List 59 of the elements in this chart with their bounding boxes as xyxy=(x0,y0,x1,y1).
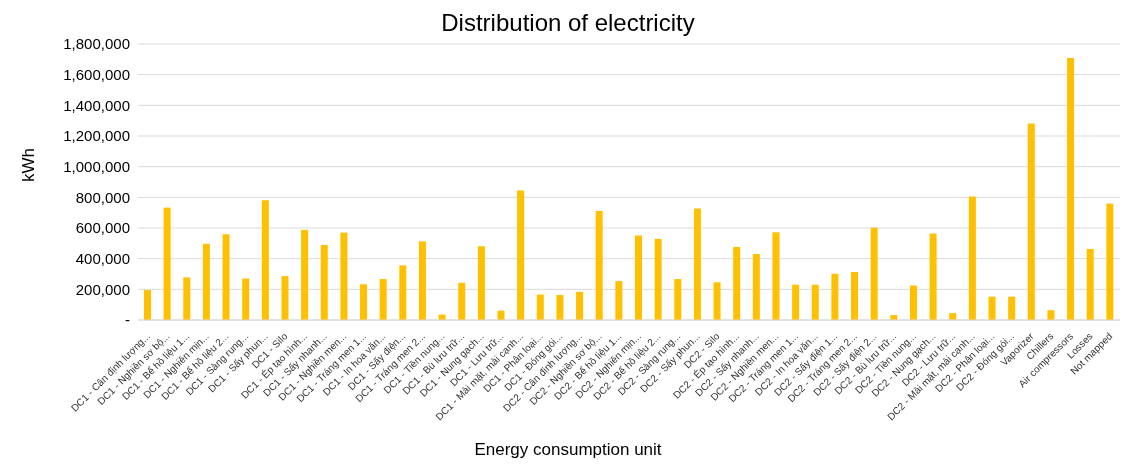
y-tick-label: 1,200,000 xyxy=(63,127,130,145)
bar xyxy=(811,284,819,320)
y-tick-label: 200,000 xyxy=(75,280,130,298)
bar xyxy=(1047,310,1055,320)
bar xyxy=(517,190,525,320)
bar xyxy=(870,227,878,320)
y-axis-title: kWh xyxy=(19,148,39,182)
bar xyxy=(792,284,800,320)
bar xyxy=(360,284,368,320)
bar xyxy=(144,290,151,320)
bar xyxy=(1086,249,1094,320)
bar xyxy=(595,210,603,320)
bar xyxy=(183,277,191,320)
bar xyxy=(654,238,662,320)
y-tick-label: 1,400,000 xyxy=(63,96,130,114)
y-tick-label: 1,800,000 xyxy=(63,35,130,53)
y-tick-label: 400,000 xyxy=(75,249,130,267)
bar xyxy=(713,282,721,320)
bar xyxy=(831,273,839,320)
bar xyxy=(615,281,623,320)
bar xyxy=(1027,123,1035,320)
bar xyxy=(163,207,171,320)
bar xyxy=(851,272,859,320)
bar xyxy=(1106,203,1114,320)
bar xyxy=(202,243,210,320)
y-tick-label: 1,000,000 xyxy=(63,157,130,175)
bar xyxy=(1008,296,1016,320)
bar xyxy=(281,276,289,320)
bar xyxy=(418,241,426,320)
y-tick-label: - xyxy=(125,311,130,329)
bar xyxy=(556,295,564,320)
bar xyxy=(340,232,348,320)
bar xyxy=(536,294,544,320)
chart-title: Distribution of electricity xyxy=(441,9,695,36)
x-axis-title: Energy consumption unit xyxy=(473,439,663,461)
bar xyxy=(988,296,996,320)
bar xyxy=(929,233,937,320)
bar xyxy=(693,208,701,320)
bar xyxy=(477,246,485,320)
bar xyxy=(242,278,250,320)
bar xyxy=(301,229,309,320)
bar xyxy=(772,232,780,320)
bar xyxy=(752,254,760,320)
bar xyxy=(968,196,976,320)
bar xyxy=(1067,57,1075,320)
bar xyxy=(909,285,917,320)
bar xyxy=(635,235,642,320)
bar xyxy=(379,279,387,320)
bar xyxy=(320,245,328,320)
bar xyxy=(733,247,741,320)
bar xyxy=(261,200,269,320)
bar xyxy=(458,282,466,320)
y-tick-label: 600,000 xyxy=(75,219,130,237)
bar xyxy=(399,265,407,320)
y-tick-label: 1,600,000 xyxy=(63,65,130,83)
bar xyxy=(674,279,682,320)
y-tick-label: 800,000 xyxy=(75,188,130,206)
bar xyxy=(222,234,230,320)
bar xyxy=(576,291,584,320)
